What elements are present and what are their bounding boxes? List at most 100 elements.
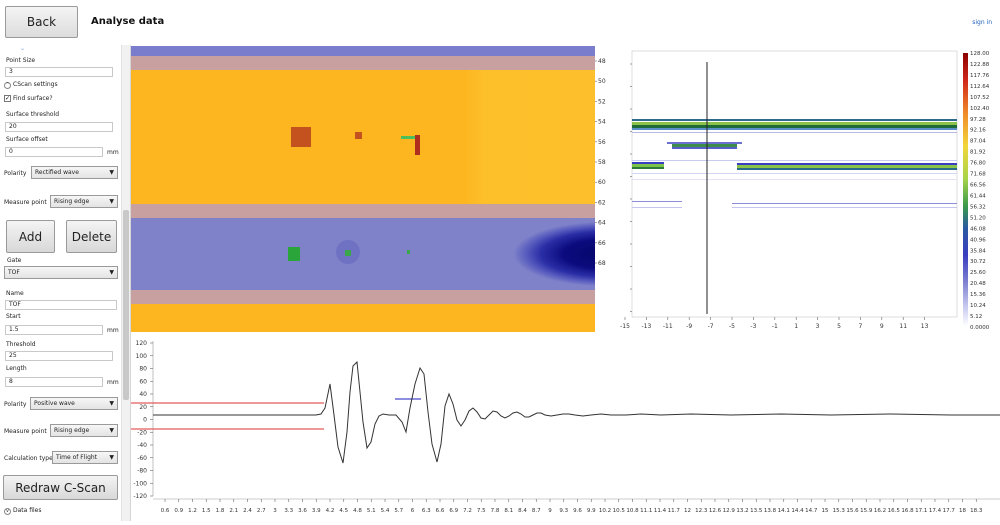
cscan-polarity-label: Polarity bbox=[4, 170, 27, 177]
bscan-x-tick-label: -13 bbox=[641, 323, 651, 330]
bscan-x-tick-label: -9 bbox=[686, 323, 692, 330]
colorbar-label: 102.40 bbox=[970, 106, 990, 112]
colorbar-label: 81.92 bbox=[970, 150, 986, 156]
ascan-x-tick-label: 17.1 bbox=[915, 508, 927, 514]
ascan-x-tick-label: 3 bbox=[273, 508, 277, 514]
ascan-x-tick-label: 14.1 bbox=[778, 508, 790, 514]
cscan-y-tick-label: 60 bbox=[598, 179, 606, 186]
colorbar-label: 71.68 bbox=[970, 172, 986, 178]
bscan-plot[interactable]: -15 -13 -11 -9 -7 -5 -3 -1 1 3 5 7 9 11 13 bbox=[617, 46, 962, 332]
ascan-x-tick-label: 4.2 bbox=[326, 508, 335, 514]
ascan-plot[interactable]: 120 100 80 60 40 20 0 -20 -40 -60 -80 -100 -120 0.6 0.… bbox=[131, 332, 1000, 521]
bscan-x-tick-label: 3 bbox=[816, 323, 820, 330]
cscan-y-tick-label: 48 bbox=[598, 58, 606, 65]
sidebar-scrollbar-thumb[interactable] bbox=[123, 210, 129, 400]
bscan-echo-band bbox=[732, 203, 957, 204]
gate-length-field[interactable]: 8 bbox=[5, 377, 103, 387]
cscan-measure-point-label: Measure point bbox=[4, 199, 47, 206]
colorbar-label: 107.52 bbox=[970, 95, 989, 101]
ascan-y-tick-label: 80 bbox=[139, 366, 147, 373]
bscan-x-tick-label: 13 bbox=[921, 323, 929, 330]
ascan-x-tick-label: 15.3 bbox=[833, 508, 846, 514]
colorbar-label: 15.36 bbox=[970, 292, 986, 298]
scroll-up-indicator[interactable]: ⌄ bbox=[20, 45, 26, 52]
defect-marker bbox=[401, 136, 415, 139]
cscan-settings-expander-icon[interactable]: ^ bbox=[4, 82, 11, 89]
cscan-image[interactable] bbox=[131, 46, 595, 332]
ascan-x-tick-label: 5.1 bbox=[367, 508, 376, 514]
ascan-x-tick-label: 11.1 bbox=[640, 508, 652, 514]
add-button[interactable]: Add bbox=[6, 220, 55, 253]
ascan-x-tick-label: 7.5 bbox=[477, 508, 486, 514]
gate-threshold-field[interactable]: 25 bbox=[5, 351, 113, 361]
ascan-x-tick-label: 9 bbox=[548, 508, 552, 514]
cscan-y-tick-label: 68 bbox=[598, 260, 606, 267]
ascan-x-tick-label: 12 bbox=[684, 508, 691, 514]
settings-sidebar: ⌄ Point Size 3 ^ CScan settings ✓ Find s… bbox=[0, 45, 131, 521]
bscan-echo-band bbox=[672, 147, 737, 149]
sidebar-scrollbar[interactable] bbox=[121, 45, 130, 521]
bscan-echo-band bbox=[632, 179, 957, 180]
bscan-x-tick-label: -11 bbox=[663, 323, 673, 330]
bscan-x-tick-label: -15 bbox=[620, 323, 630, 330]
find-surface-checkbox[interactable]: ✓ bbox=[4, 95, 11, 102]
chevron-down-icon: ▼ bbox=[109, 169, 114, 176]
ascan-x-tick-label: 5.4 bbox=[381, 508, 390, 514]
gate-length-label: Length bbox=[6, 365, 27, 372]
ascan-y-tick-label: -20 bbox=[137, 429, 147, 436]
sign-in-link[interactable]: sign in bbox=[972, 19, 992, 26]
bscan-echo-band bbox=[632, 201, 682, 202]
defect-marker bbox=[291, 127, 311, 147]
cscan-polarity-select[interactable]: Rectified wave ▼ bbox=[31, 166, 118, 179]
ascan-x-tick-label: 13.8 bbox=[764, 508, 777, 514]
ascan-x-tick-label: 15.9 bbox=[860, 508, 873, 514]
cscan-measure-point-select[interactable]: Rising edge ▼ bbox=[50, 195, 118, 208]
gate-start-label: Start bbox=[6, 313, 21, 320]
gate-start-unit: mm bbox=[107, 327, 119, 334]
ascan-x-tick-label: 3.6 bbox=[298, 508, 307, 514]
page-title: Analyse data bbox=[91, 16, 165, 27]
ascan-x-tick-label: 1.8 bbox=[216, 508, 225, 514]
ascan-x-tick-label: 14.7 bbox=[805, 508, 818, 514]
colorbar-label: 112.64 bbox=[970, 84, 990, 90]
ascan-x-tick-label: 3.9 bbox=[312, 508, 321, 514]
ascan-x-tick-label: 16.2 bbox=[874, 508, 886, 514]
gate-start-field[interactable]: 1.5 bbox=[5, 325, 103, 335]
colorbar-label: 10.24 bbox=[970, 303, 986, 309]
point-size-field[interactable]: 3 bbox=[5, 67, 113, 77]
back-button[interactable]: Back bbox=[5, 6, 78, 38]
gate-select[interactable]: TOF ▼ bbox=[4, 266, 118, 279]
cscan-y-tick-label: 54 bbox=[598, 119, 606, 126]
gate-name-field[interactable]: TOF bbox=[5, 300, 117, 310]
ascan-x-tick-label: 11.7 bbox=[668, 508, 681, 514]
surface-threshold-field[interactable]: 20 bbox=[5, 122, 113, 132]
bscan-x-tick-label: -5 bbox=[729, 323, 735, 330]
calculation-type-select[interactable]: Time of Flight ▼ bbox=[52, 451, 118, 464]
colorbar-gradient bbox=[963, 53, 968, 326]
ascan-x-tick-label: 15.6 bbox=[846, 508, 859, 514]
ascan-y-tick-label: -80 bbox=[137, 468, 147, 475]
ascan-x-tick-label: 4.8 bbox=[353, 508, 362, 514]
ascan-x-tick-label: 9.9 bbox=[587, 508, 596, 514]
data-files-expander-icon[interactable]: v bbox=[4, 508, 11, 515]
bscan-echo-band bbox=[632, 128, 957, 130]
ascan-x-tick-label: 11.4 bbox=[654, 508, 667, 514]
colorbar-label: 117.76 bbox=[970, 73, 990, 79]
gate-polarity-select[interactable]: Positive wave ▼ bbox=[30, 397, 118, 410]
ascan-chart: 120 100 80 60 40 20 0 -20 -40 -60 -80 -100 -120 0.6 0.… bbox=[131, 340, 1000, 514]
bscan-x-tick-label: -1 bbox=[772, 323, 778, 330]
ascan-x-tick-label: 7.8 bbox=[491, 508, 500, 514]
gate-polarity-value: Positive wave bbox=[34, 400, 75, 407]
delete-button[interactable]: Delete bbox=[66, 220, 117, 253]
redraw-cscan-button[interactable]: Redraw C-Scan bbox=[3, 475, 118, 500]
ascan-x-tick-label: 1.2 bbox=[188, 508, 197, 514]
gate-measure-point-select[interactable]: Rising edge ▼ bbox=[50, 424, 118, 437]
surface-offset-field[interactable]: 0 bbox=[5, 147, 103, 157]
bscan-echo-band bbox=[632, 162, 664, 164]
ascan-x-tick-label: 13.5 bbox=[750, 508, 763, 514]
chevron-down-icon: ▼ bbox=[109, 269, 114, 276]
ascan-x-tick-label: 13.2 bbox=[736, 508, 748, 514]
ascan-x-tick-label: 0.6 bbox=[161, 508, 170, 514]
cscan-y-axis: 48 50 52 54 56 58 60 62 64 66 68 bbox=[595, 46, 617, 332]
cscan-y-tick-label: 58 bbox=[598, 159, 606, 166]
